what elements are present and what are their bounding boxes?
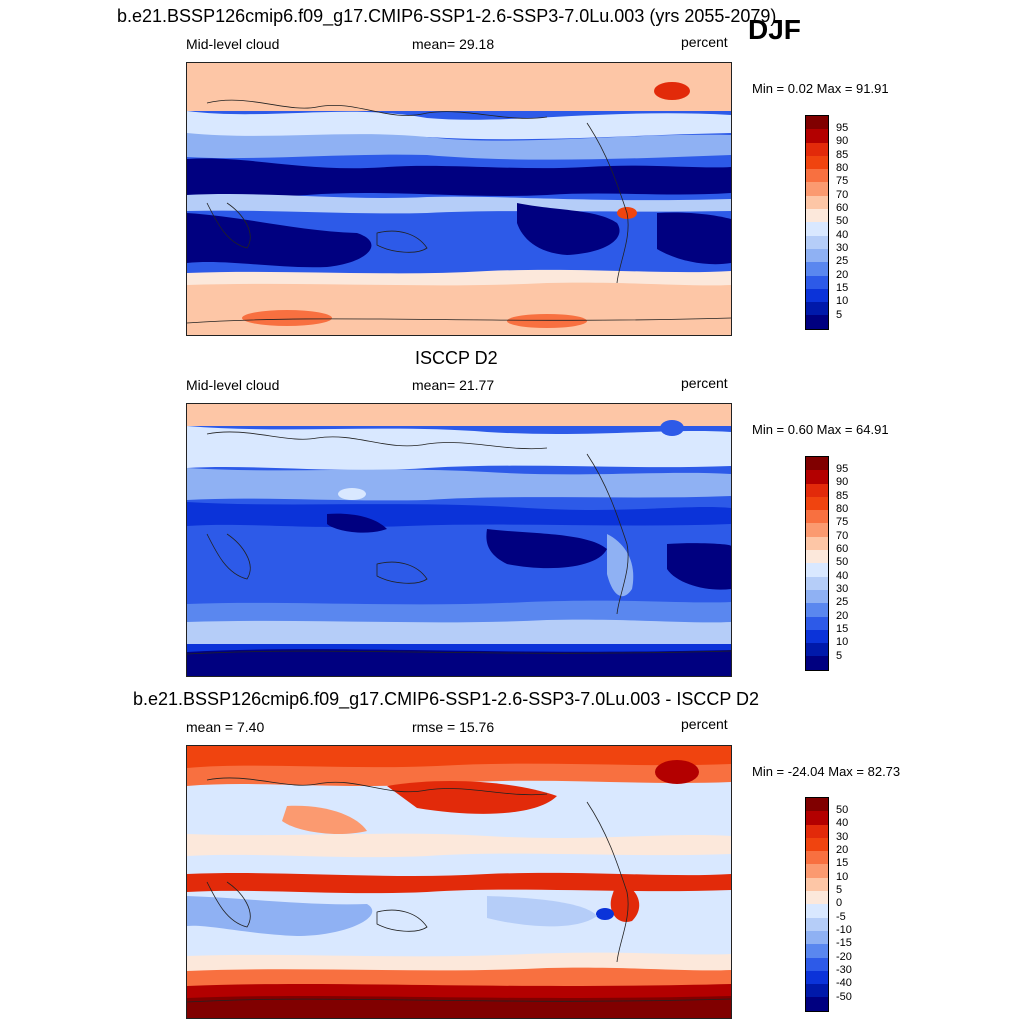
colorbar-tick: 70 [836,189,849,201]
colorbar-tick: 50 [836,556,849,568]
colorbar-tick: -40 [836,977,852,989]
min-max-label: Min = 0.60 Max = 64.91 [752,422,889,437]
colorbar-tick: 15 [836,857,849,869]
colorbar-tick: 0 [836,897,843,909]
colorbar-tick: 60 [836,202,849,214]
panel-title: b.e21.BSSP126cmip6.f09_g17.CMIP6-SSP1-2.… [117,6,777,26]
variable-label: Mid-level cloud [186,377,280,393]
colorbar-tick: 75 [836,175,849,187]
min-max-label: Min = 0.02 Max = 91.91 [752,81,889,96]
colorbar-tick: 10 [836,636,849,648]
colorbar-tick: 90 [836,476,849,488]
mean-label: mean= 29.18 [412,36,495,52]
variable-label: Mid-level cloud [186,36,280,52]
colorbar-tick: 20 [836,844,849,856]
colorbar [805,456,829,671]
colorbar-tick: 15 [836,623,849,635]
colorbar-tick: 95 [836,122,849,134]
contour-map [186,62,732,336]
units-label: percent [681,375,728,391]
colorbar-tick: 85 [836,149,849,161]
units-label: percent [681,34,728,50]
colorbar-tick: 25 [836,596,849,608]
colorbar-tick: 20 [836,269,849,281]
colorbar-tick: 5 [836,884,843,896]
colorbar-tick: 50 [836,215,849,227]
colorbar [805,115,829,330]
colorbar-tick: 30 [836,242,849,254]
colorbar-tick: 60 [836,543,849,555]
colorbar-tick: 15 [836,282,849,294]
min-max-label: Min = -24.04 Max = 82.73 [752,764,901,779]
colorbar-tick: 40 [836,570,849,582]
colorbar-tick: 70 [836,530,849,542]
colorbar-tick: -50 [836,991,852,1003]
colorbar [805,797,829,1012]
units-label: percent [681,716,728,732]
mean-label: mean = 7.40 [186,719,265,735]
colorbar-tick: -5 [836,911,846,923]
colorbar-tick: -20 [836,951,852,963]
colorbar-tick: 5 [836,309,843,321]
season-label: DJF [748,14,801,45]
colorbar-tick: -30 [836,964,852,976]
colorbar-tick: 40 [836,229,849,241]
colorbar-tick: 30 [836,583,849,595]
colorbar-tick: 85 [836,490,849,502]
colorbar-tick: -10 [836,924,852,936]
colorbar-tick: 75 [836,516,849,528]
colorbar-tick: 5 [836,650,843,662]
colorbar-tick: 25 [836,255,849,267]
colorbar-tick: 50 [836,804,849,816]
panel-title: ISCCP D2 [415,348,498,368]
mean-label: mean= 21.77 [412,377,495,393]
colorbar-tick: 10 [836,295,849,307]
colorbar-tick: 90 [836,135,849,147]
colorbar-tick: 30 [836,831,849,843]
colorbar-tick: 80 [836,503,849,515]
rmse-label: rmse = 15.76 [412,719,495,735]
colorbar-tick: 80 [836,162,849,174]
colorbar-tick: -15 [836,937,852,949]
panel-title: b.e21.BSSP126cmip6.f09_g17.CMIP6-SSP1-2.… [133,689,760,709]
contour-map [186,745,732,1019]
contour-map [186,403,732,677]
colorbar-tick: 10 [836,871,849,883]
colorbar-tick: 95 [836,463,849,475]
colorbar-tick: 20 [836,610,849,622]
colorbar-tick: 40 [836,817,849,829]
